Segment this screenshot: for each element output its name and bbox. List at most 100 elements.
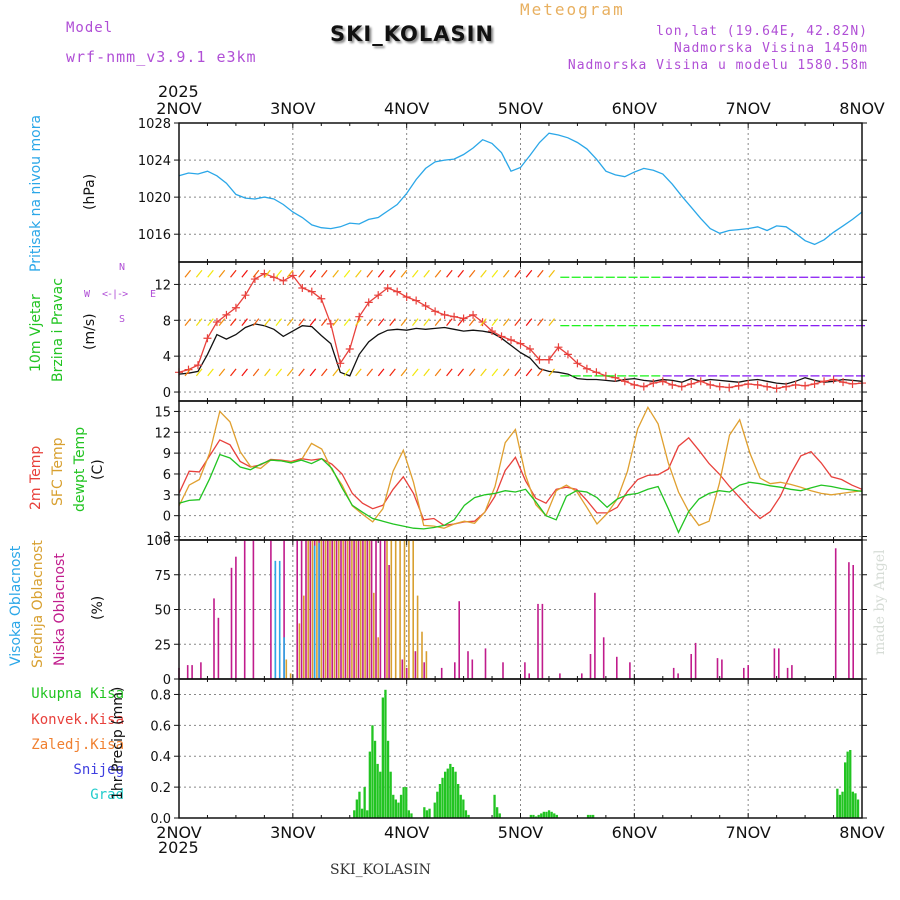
bar-niska (309, 540, 312, 679)
bar-niska (235, 556, 237, 679)
gust-marker (469, 310, 478, 319)
bar-ukupna-kisa (496, 807, 499, 818)
wind-barb (389, 318, 396, 327)
bar-niska (353, 540, 355, 679)
bar-srednja (377, 637, 379, 679)
gust-marker (298, 284, 307, 293)
gust-marker (772, 384, 781, 393)
panel-frame (178, 678, 863, 819)
x-tick-label-top: 7NOV (725, 99, 770, 118)
gust-marker (810, 379, 819, 388)
gust-marker (450, 312, 459, 321)
wind-barb (400, 269, 408, 278)
bar-ukupna-kisa (841, 791, 844, 818)
wind-barb (377, 368, 385, 377)
bar-niska (502, 662, 504, 679)
gust-marker (592, 368, 601, 377)
cloud-unit: (%) (90, 595, 106, 620)
y-tick-label: 50 (154, 604, 171, 619)
wind-barb (230, 269, 237, 278)
wind-barb (230, 318, 237, 327)
bar-srednja (399, 540, 401, 679)
bar-srednja (351, 540, 353, 679)
gust-marker (231, 303, 240, 312)
wind-barb (480, 269, 487, 278)
bar-niska (629, 662, 631, 679)
wind-barb (548, 269, 555, 278)
bar-ukupna-kisa (532, 814, 535, 818)
bar-srednja (368, 540, 371, 679)
wind-barb (343, 269, 351, 278)
y-tick-label: 15 (154, 405, 171, 420)
bar-srednja (298, 623, 301, 679)
wind-barb (332, 269, 339, 278)
bar-ukupna-kisa (545, 811, 548, 818)
bar-ukupna-kisa (433, 802, 436, 818)
bar-ukupna-kisa (449, 763, 452, 818)
y-tick-label: 0.8 (150, 688, 171, 703)
x-tick-label-bottom: 2NOV (156, 823, 201, 842)
wind-barb (355, 318, 362, 327)
bar-niska (773, 648, 776, 679)
wind-barb (434, 269, 442, 278)
wind-barb (355, 368, 362, 377)
wind-barb (389, 368, 396, 377)
gust-marker (440, 310, 449, 319)
year-bottom: 2025 (158, 838, 199, 857)
gust-marker (848, 379, 857, 388)
bar-niska (559, 673, 561, 679)
wind-barb (252, 269, 260, 278)
bar-srednja (416, 595, 419, 679)
bar-srednja (408, 540, 410, 679)
bar-ukupna-kisa (540, 813, 543, 818)
bar-srednja (403, 540, 406, 679)
wind-barb (286, 368, 294, 377)
y-tick-label: 0.4 (150, 750, 171, 765)
gust-marker (241, 291, 250, 300)
bar-niska (388, 565, 390, 679)
wind-barb (411, 269, 419, 278)
gust-marker (307, 287, 316, 296)
bar-srednja (373, 592, 375, 679)
bar-niska (694, 642, 697, 679)
gust-marker (212, 318, 221, 327)
bar-niska (335, 540, 338, 679)
cloud-ylabel-high: Visoka Oblacnost (8, 545, 24, 666)
gust-marker (782, 382, 791, 391)
bar-srednja (421, 631, 423, 679)
bar-ukupna-kisa (405, 787, 408, 818)
gust-marker (345, 344, 354, 353)
wind-barb (309, 368, 317, 377)
bar-niska (270, 540, 272, 679)
x-tick-label-bottom: 3NOV (270, 823, 315, 842)
wind-barb (457, 318, 465, 327)
y-tick-label: 0.2 (150, 781, 171, 796)
bar-ukupna-kisa (462, 799, 465, 818)
wind-barb (184, 318, 192, 327)
gust-marker (753, 380, 762, 389)
wind-barb (286, 269, 294, 278)
bar-ukupna-kisa (363, 787, 366, 818)
bar-ukupna-kisa (838, 794, 842, 818)
y-tick-label: 1016 (138, 228, 171, 243)
dir-n-label: N (119, 262, 126, 273)
wind-barb (502, 318, 510, 327)
bar-niska (778, 648, 780, 679)
wind-barb (264, 368, 271, 377)
bar-niska (721, 659, 723, 679)
bar-ukupna-kisa (851, 791, 854, 818)
wind-barb (264, 318, 271, 327)
bar-ukupna-kisa (446, 768, 449, 818)
bar-srednja (390, 540, 393, 679)
wind-ylabel-1: 10m Vjetar (28, 294, 44, 372)
bar-ukupna-kisa (498, 813, 501, 818)
y-tick-label: 0.6 (150, 719, 171, 734)
y-tick-label: 25 (154, 638, 171, 653)
wind-barb (366, 318, 374, 327)
gust-marker (763, 382, 772, 391)
bar-ukupna-kisa (410, 813, 413, 818)
wind-barb (514, 368, 521, 377)
bar-ukupna-kisa (436, 791, 439, 818)
bar-niska (440, 667, 443, 679)
bar-ukupna-kisa (493, 794, 496, 818)
